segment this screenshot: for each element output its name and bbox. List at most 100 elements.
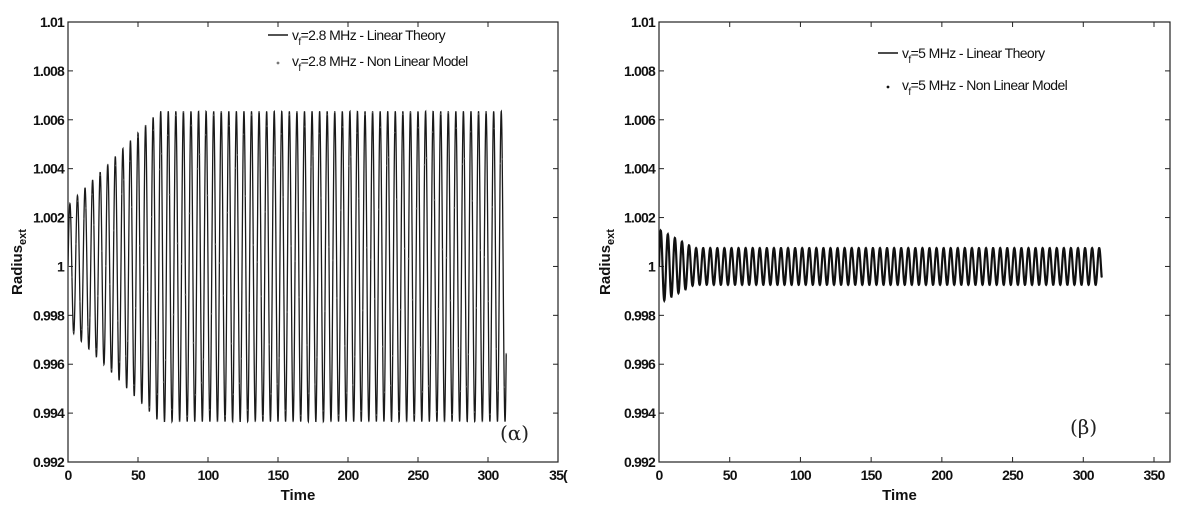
data-point	[1060, 275, 1063, 278]
data-point	[796, 279, 799, 281]
data-point	[734, 282, 737, 285]
data-point	[77, 200, 79, 202]
x-tick-label: 150	[268, 467, 290, 483]
data-point	[208, 408, 211, 411]
data-point	[204, 133, 207, 136]
data-point	[487, 300, 490, 303]
data-point	[996, 282, 998, 285]
data-point	[142, 263, 145, 266]
data-point	[903, 283, 906, 286]
data-point	[332, 259, 334, 262]
data-point	[1012, 256, 1015, 259]
data-point	[871, 249, 874, 252]
data-point	[345, 391, 348, 394]
data-point	[116, 319, 119, 322]
data-point	[214, 243, 217, 246]
data-point	[754, 280, 757, 283]
data-point	[911, 280, 914, 282]
data-point	[407, 257, 410, 260]
data-point	[250, 114, 253, 116]
legend-entry-label: vf=2.8 MHz - Linear Theory	[292, 27, 446, 48]
data-point	[1080, 283, 1083, 286]
data-point	[1090, 249, 1093, 251]
data-point	[881, 274, 884, 277]
data-point	[328, 245, 330, 248]
data-point	[170, 408, 173, 411]
data-point	[951, 270, 954, 273]
x-tick-label: 350	[1144, 467, 1166, 483]
data-point	[845, 261, 848, 264]
data-point	[849, 261, 852, 264]
data-point	[1022, 265, 1025, 268]
data-point	[415, 207, 418, 210]
data-point	[98, 174, 101, 177]
y-tick-label: 0.992	[624, 454, 656, 470]
y-tick-label: 0.996	[33, 356, 65, 372]
data-point	[1046, 274, 1049, 277]
data-point	[1058, 278, 1061, 281]
data-point	[829, 248, 831, 251]
series-2-points	[68, 111, 508, 423]
data-point	[895, 274, 898, 276]
data-point	[162, 381, 165, 384]
data-point	[96, 295, 99, 297]
data-point	[104, 264, 107, 267]
data-point	[1024, 283, 1027, 286]
data-point	[81, 328, 83, 331]
data-point	[833, 283, 835, 286]
data-point	[256, 261, 259, 264]
data-point	[764, 256, 767, 259]
data-point	[992, 247, 994, 250]
data-point	[443, 420, 446, 423]
data-point	[684, 287, 687, 290]
data-point	[847, 283, 850, 286]
data-point	[742, 271, 745, 273]
data-point	[298, 296, 300, 299]
data-point	[124, 355, 127, 357]
data-point	[196, 167, 199, 170]
data-point	[724, 253, 727, 256]
data-point	[1062, 248, 1065, 251]
data-point	[505, 352, 508, 355]
data-point	[688, 244, 691, 247]
data-point	[395, 198, 398, 201]
data-point	[383, 391, 386, 394]
y-tick-label: 0.994	[33, 405, 65, 421]
data-point	[411, 298, 414, 301]
x-tick-label: 100	[198, 467, 220, 483]
x-tick-label: 100	[790, 467, 812, 483]
data-point	[322, 409, 324, 412]
data-point	[110, 368, 113, 371]
data-point	[473, 411, 476, 413]
data-point	[262, 414, 265, 417]
data-point	[813, 275, 815, 278]
data-point	[1076, 248, 1079, 251]
data-point	[437, 307, 440, 310]
data-point	[782, 279, 785, 282]
data-point	[306, 344, 308, 346]
legend-entry-label: vf=5 MHz - Non Linear Model	[902, 77, 1068, 98]
data-point	[957, 254, 960, 257]
panel-label: (α)	[500, 421, 529, 445]
data-point	[1068, 260, 1071, 262]
data-point	[439, 113, 442, 116]
y-tick-label: 1.008	[33, 63, 65, 79]
data-point	[87, 325, 89, 328]
data-point	[226, 211, 229, 214]
data-point	[310, 165, 312, 168]
data-point	[272, 166, 275, 169]
data-point	[809, 250, 811, 252]
data-point	[750, 255, 753, 258]
data-point	[220, 111, 223, 113]
data-point	[853, 276, 856, 279]
data-point	[363, 113, 366, 116]
data-point	[664, 292, 666, 295]
data-point	[1004, 272, 1006, 274]
data-point	[1082, 261, 1085, 263]
data-point	[1014, 251, 1017, 254]
data-point	[361, 309, 364, 312]
data-point	[118, 361, 121, 363]
data-point	[1072, 277, 1075, 280]
data-point	[485, 111, 488, 114]
data-point	[240, 357, 243, 360]
